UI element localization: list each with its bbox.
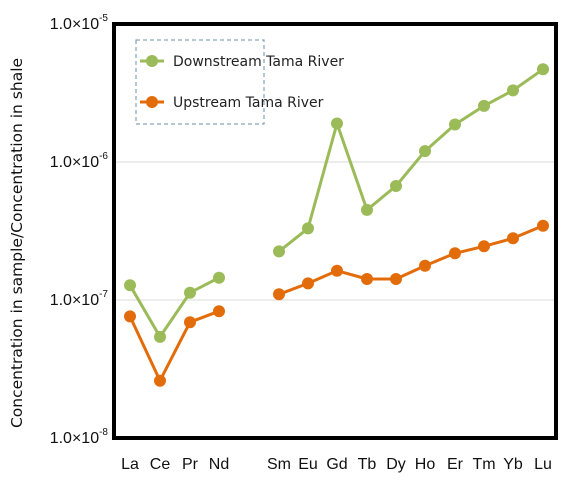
x-tick-label: Nd <box>209 456 229 473</box>
y-tick-label: 1.0×10-8 <box>50 427 109 447</box>
data-point <box>478 99 490 112</box>
legend-entry-downstream: Downstream Tama River <box>140 54 344 70</box>
x-tick-label: Ce <box>150 456 171 473</box>
legend-box <box>135 39 265 125</box>
x-tick-label: Sm <box>267 456 291 473</box>
x-tick-label: Tm <box>472 456 495 473</box>
series-line <box>278 224 544 296</box>
data-point <box>331 264 343 277</box>
data-point <box>507 84 519 97</box>
data-point <box>419 145 431 158</box>
gridlines <box>114 161 556 301</box>
plot-frame <box>112 22 558 440</box>
legend-label-upstream: Upstream Tama River <box>173 95 324 111</box>
x-tick-label: Ho <box>415 456 436 473</box>
data-point <box>478 240 490 253</box>
legend-label-downstream: Downstream Tama River <box>173 54 344 70</box>
y-tick-labels: 1.0×10-5 1.0×10-6 1.0×10-7 1.0×10-8 <box>50 13 109 447</box>
data-point <box>154 374 166 387</box>
data-point <box>273 245 285 258</box>
legend-marker-downstream <box>146 55 158 67</box>
data-point <box>390 273 402 285</box>
x-tick-label: La <box>121 456 139 473</box>
data-point <box>302 222 314 235</box>
y-axis-title: Concentration in sample/Concentration in… <box>8 58 26 428</box>
series-line <box>128 309 220 383</box>
data-point <box>184 286 196 299</box>
y-tick-label: 1.0×10-6 <box>50 151 109 171</box>
data-point <box>331 117 343 130</box>
x-tick-label: Lu <box>534 456 552 473</box>
data-point <box>124 310 136 323</box>
series-line <box>128 276 220 339</box>
data-point <box>537 219 549 232</box>
legend-entry-upstream: Upstream Tama River <box>140 95 324 111</box>
series-upstream <box>124 219 549 387</box>
x-tick-labels: La Ce Pr Nd Sm Eu Gd Tb Dy Ho Er Tm Yb Lu <box>121 456 552 473</box>
legend: Downstream Tama River Upstream Tama Rive… <box>135 39 344 125</box>
series-downstream <box>124 63 549 343</box>
y-tick-label: 1.0×10-7 <box>50 289 109 309</box>
y-tick-label: 1.0×10-5 <box>50 13 109 33</box>
data-point <box>419 259 431 272</box>
x-tick-label: Gd <box>326 456 347 473</box>
data-point <box>213 305 225 318</box>
data-point <box>154 330 166 343</box>
data-point <box>302 277 314 290</box>
x-tick-label: Tb <box>358 456 377 473</box>
data-point <box>361 203 373 216</box>
data-point <box>507 232 519 245</box>
series-line <box>278 68 544 253</box>
data-point <box>273 288 285 301</box>
data-point <box>390 180 402 192</box>
data-point <box>361 273 373 285</box>
data-point <box>449 247 461 260</box>
series-layer <box>124 63 549 387</box>
data-point <box>184 316 196 329</box>
legend-marker-upstream <box>146 96 158 108</box>
x-tick-label: Pr <box>182 456 199 473</box>
data-point <box>537 63 549 76</box>
x-tick-label: Eu <box>298 456 318 473</box>
data-point <box>124 279 136 292</box>
data-point <box>449 118 461 131</box>
x-tick-label: Yb <box>503 456 523 473</box>
x-tick-label: Dy <box>386 456 406 473</box>
data-point <box>213 271 225 284</box>
x-tick-label: Er <box>447 456 464 473</box>
